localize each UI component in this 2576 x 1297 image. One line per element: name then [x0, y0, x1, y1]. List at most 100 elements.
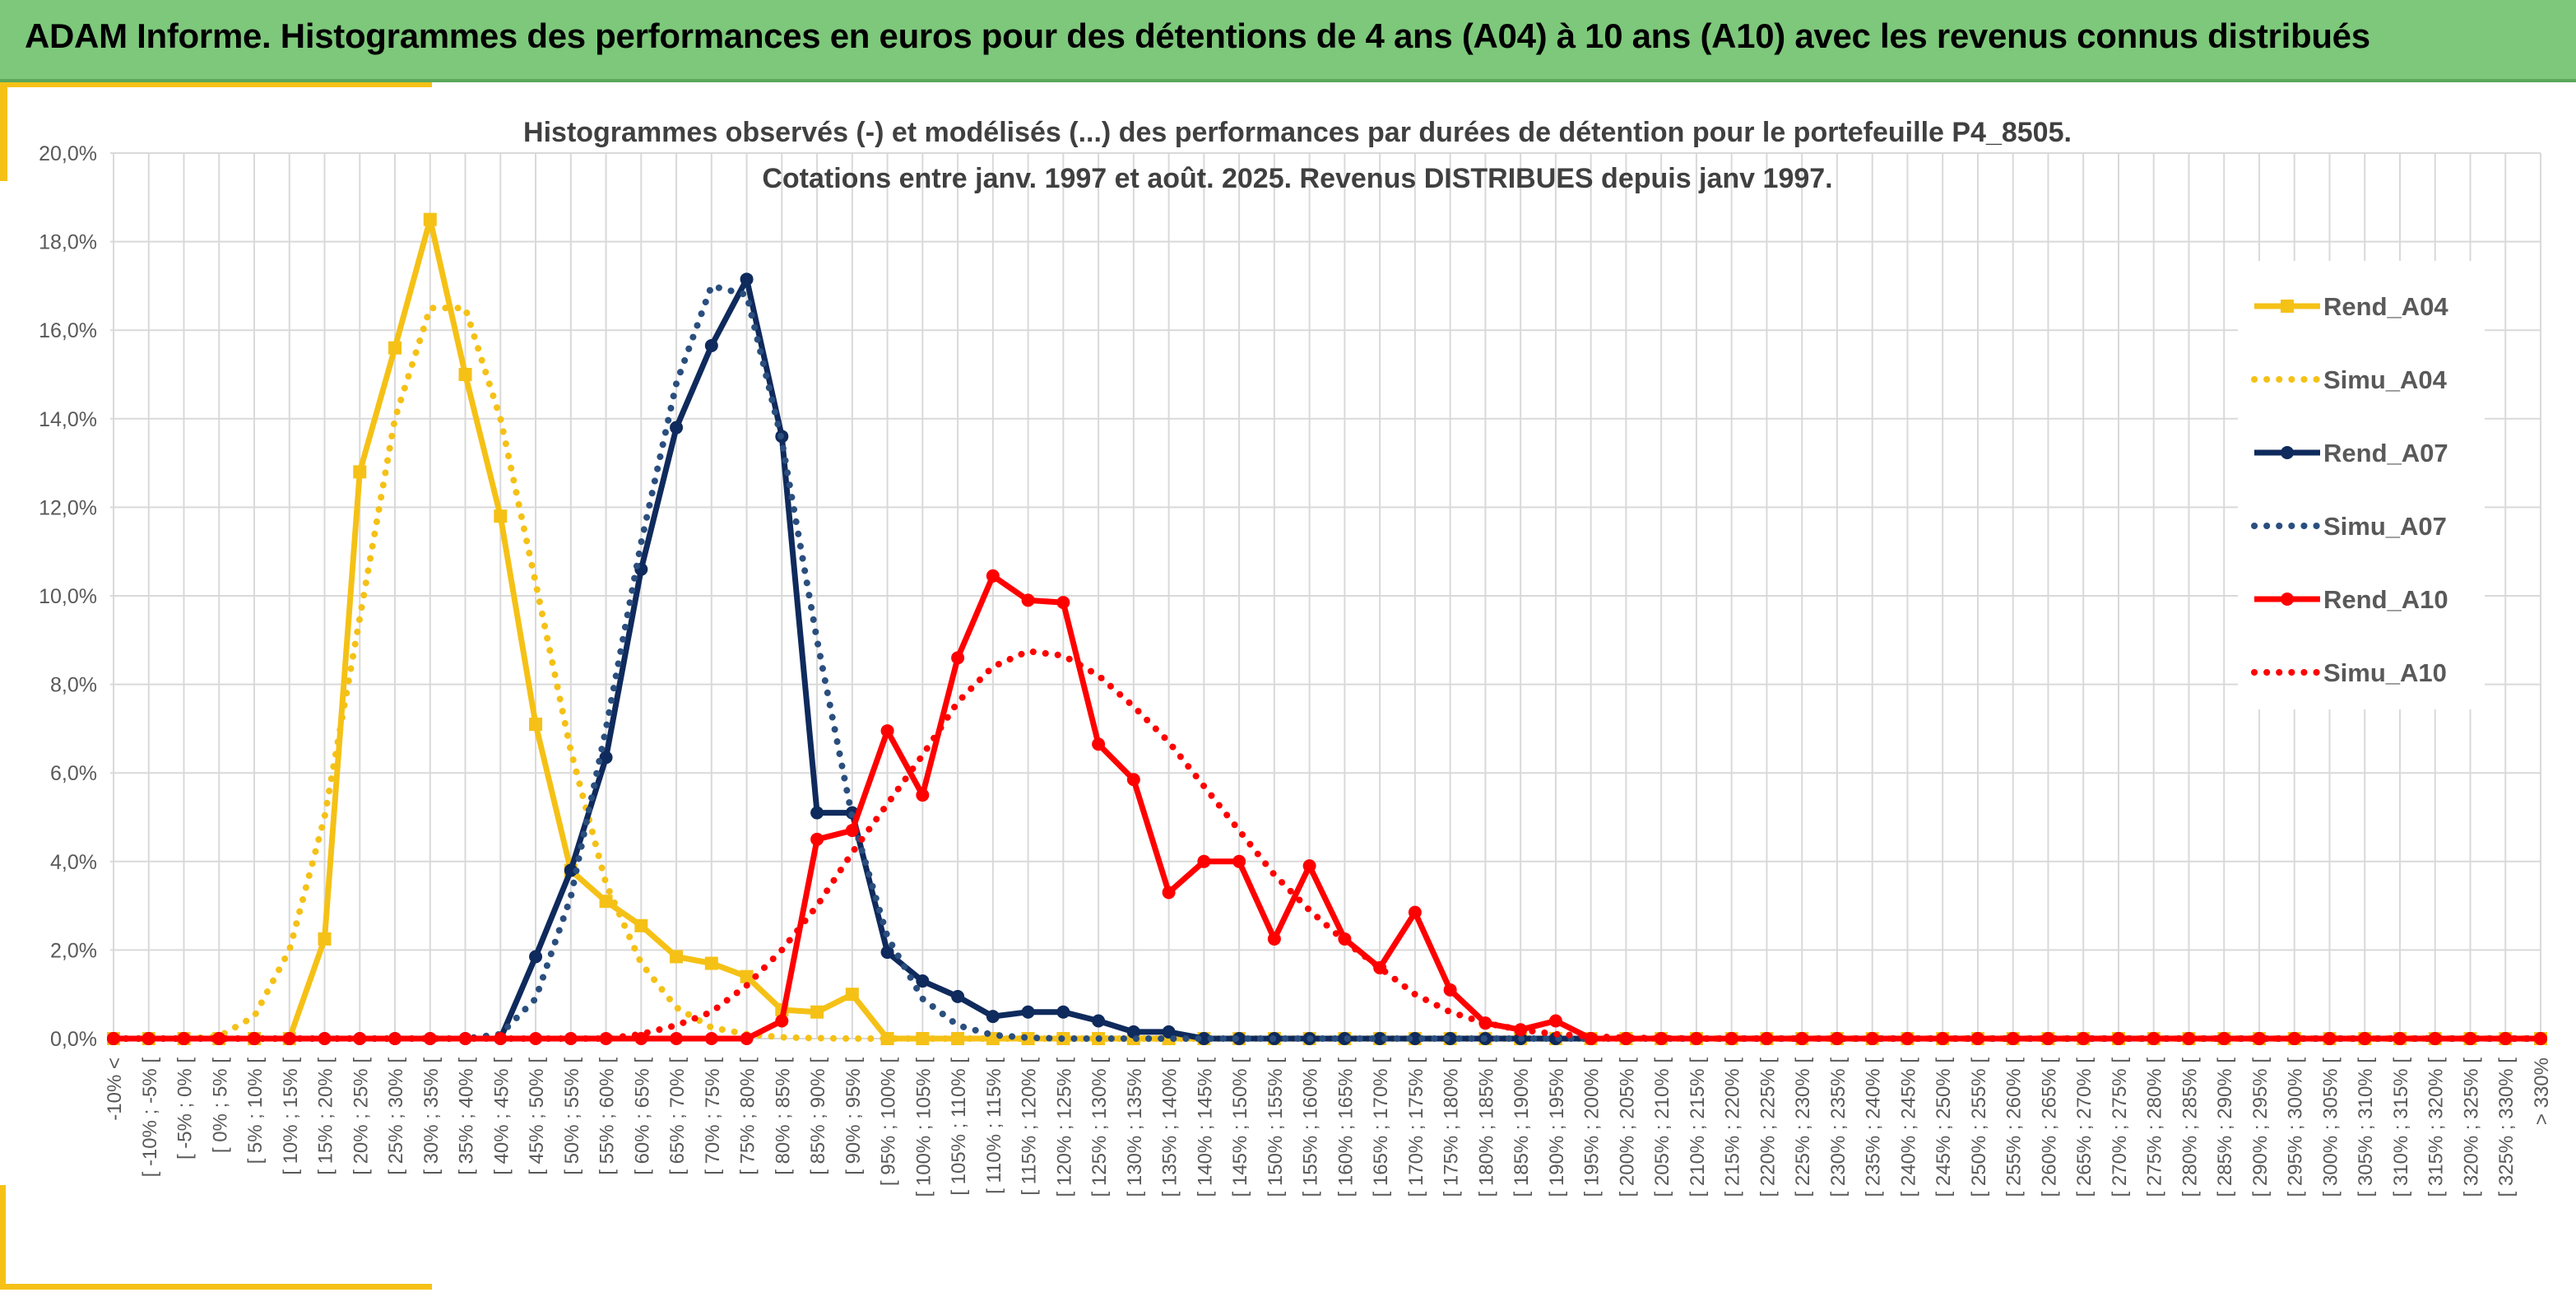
- x-tick-label: [ 100% ; 105% [: [912, 1058, 935, 1197]
- point-Rend_A07: [916, 974, 930, 988]
- x-tick-label: [ -5% ; 0% [: [174, 1058, 197, 1160]
- series-line-Rend_A04: [114, 216, 2541, 1042]
- point-Rend_A07: [704, 339, 718, 353]
- x-tick-label: [ 45% ; 50% [: [526, 1058, 548, 1175]
- point-Rend_A07: [564, 863, 578, 877]
- y-tick-label: 20,0%: [39, 142, 97, 165]
- point-Rend_A04: [353, 465, 367, 479]
- x-tick-label: [ 190% ; 195% [: [1546, 1058, 1568, 1197]
- y-tick-label: 2,0%: [50, 939, 97, 962]
- x-tick-label: [ 110% ; 115% [: [983, 1058, 1005, 1194]
- legend-marker-Rend_A04: [2281, 300, 2294, 313]
- series-line-Simu_A10: [110, 648, 2544, 1042]
- point-Rend_A04: [423, 212, 437, 226]
- series-Rend_A07: [107, 272, 2547, 1045]
- x-tick-label: -10% <: [104, 1058, 126, 1121]
- point-Rend_A07: [1092, 1014, 1106, 1028]
- point-Rend_A10: [1162, 886, 1176, 900]
- point-Rend_A04: [810, 1005, 824, 1019]
- point-Rend_A10: [1126, 773, 1140, 787]
- point-Rend_A04: [494, 509, 508, 523]
- y-tick-label: 6,0%: [50, 762, 97, 785]
- x-tick-label: [ 160% ; 165% [: [1334, 1058, 1357, 1197]
- point-Rend_A10: [670, 1032, 684, 1045]
- y-tick-label: 8,0%: [50, 674, 97, 697]
- chart-title-line2: Cotations entre janv. 1997 et août. 2025…: [762, 163, 1832, 194]
- point-Rend_A10: [1865, 1032, 1879, 1045]
- point-Rend_A10: [212, 1032, 226, 1045]
- point-Rend_A10: [810, 832, 824, 846]
- x-tick-label: [ 115% ; 120% [: [1019, 1058, 1041, 1196]
- point-Rend_A10: [2428, 1032, 2442, 1045]
- point-Rend_A04: [318, 932, 332, 946]
- point-Rend_A07: [986, 1010, 1000, 1024]
- x-tick-label: [ 20% ; 25% [: [350, 1058, 372, 1175]
- x-tick-label: [ 35% ; 40% [: [456, 1058, 478, 1175]
- y-tick-label: 0,0%: [50, 1028, 97, 1051]
- x-tick-label: [ 70% ; 75% [: [702, 1058, 724, 1175]
- x-tick-label: [ 155% ; 160% [: [1300, 1058, 1322, 1197]
- point-Rend_A10: [986, 569, 1000, 583]
- y-tick-label: 4,0%: [50, 851, 97, 874]
- legend-label-Rend_A04: Rend_A04: [2323, 292, 2448, 321]
- point-Rend_A10: [458, 1032, 472, 1045]
- point-Rend_A10: [248, 1032, 262, 1045]
- header-bar: ADAM Informe. Histogrammes des performan…: [0, 0, 2576, 82]
- x-tick-label: [ 165% ; 170% [: [1370, 1058, 1392, 1197]
- point-Rend_A07: [1197, 1032, 1211, 1045]
- point-Rend_A07: [810, 806, 824, 820]
- legend-marker-Rend_A07: [2281, 446, 2294, 459]
- x-tick-label: [ 180% ; 185% [: [1475, 1058, 1497, 1197]
- x-tick-label: [ 50% ; 55% [: [561, 1058, 583, 1175]
- point-Rend_A10: [2499, 1032, 2513, 1045]
- x-tick-label: [ 40% ; 45% [: [490, 1058, 513, 1175]
- point-Rend_A07: [1126, 1025, 1140, 1039]
- x-tick-label: [ 185% ; 190% [: [1511, 1058, 1533, 1197]
- x-tick-label: [ 195% ; 200% [: [1581, 1058, 1604, 1197]
- x-tick-label: [ 95% ; 100% [: [878, 1058, 900, 1186]
- series-line-Simu_A07: [110, 282, 2544, 1042]
- x-tick-label: [ 25% ; 30% [: [385, 1058, 407, 1175]
- x-tick-label: [ 130% ; 135% [: [1124, 1058, 1146, 1197]
- x-tick-label: [ 15% ; 20% [: [315, 1058, 337, 1175]
- point-Rend_A10: [740, 1032, 754, 1045]
- grid: [110, 152, 2541, 1039]
- x-tick-label: [ 260% ; 265% [: [2038, 1058, 2060, 1197]
- point-Rend_A04: [599, 895, 613, 909]
- x-tick-label: [ 310% ; 315% [: [2390, 1058, 2412, 1197]
- series-line-Rend_A10: [114, 573, 2541, 1042]
- y-tick-label: 16,0%: [39, 319, 97, 342]
- point-Rend_A10: [2287, 1032, 2301, 1045]
- x-tick-label: [ 5% ; 10% [: [244, 1058, 267, 1165]
- x-tick-label: [ 230% ; 235% [: [1827, 1058, 1850, 1197]
- point-Rend_A10: [1267, 932, 1281, 946]
- point-Rend_A07: [599, 751, 613, 765]
- x-tick-label: [ 265% ; 270% [: [2073, 1058, 2096, 1197]
- x-tick-label: [ 205% ; 210% [: [1651, 1058, 1673, 1197]
- point-Rend_A07: [740, 272, 754, 286]
- point-Rend_A10: [916, 788, 930, 802]
- point-Rend_A07: [529, 950, 543, 964]
- point-Rend_A10: [2006, 1032, 2020, 1045]
- y-axis-ticks: 0,0% 2,0% 4,0% 6,0% 8,0% 10,0% 12,0% 14,0% 16,0%…: [39, 142, 97, 1051]
- point-Rend_A07: [670, 421, 684, 435]
- point-Rend_A10: [1830, 1032, 1844, 1045]
- point-Rend_A04: [388, 341, 402, 355]
- chart-title-line1: Histogrammes observés (-) et modélisés (…: [523, 117, 2072, 148]
- x-tick-label: [ 90% ; 95% [: [842, 1058, 865, 1175]
- x-tick-label: [ 295% ; 300% [: [2285, 1058, 2307, 1197]
- point-Rend_A07: [880, 946, 894, 960]
- x-tick-label: [ 140% ; 145% [: [1194, 1058, 1216, 1197]
- point-Rend_A07: [1232, 1032, 1246, 1045]
- point-Rend_A07: [1021, 1005, 1035, 1019]
- x-tick-label: [ 30% ; 35% [: [420, 1058, 443, 1175]
- x-tick-label: [ 300% ; 305% [: [2319, 1058, 2342, 1197]
- x-tick-label: [ 255% ; 260% [: [2003, 1058, 2026, 1197]
- point-Rend_A10: [1548, 1014, 1562, 1028]
- point-Rend_A07: [1056, 1005, 1070, 1019]
- x-tick-label: [ 240% ; 245% [: [1897, 1058, 1919, 1197]
- x-tick-label: [ 75% ; 80% [: [737, 1058, 759, 1175]
- x-tick-label: [ 120% ; 125% [: [1053, 1058, 1075, 1197]
- point-Rend_A10: [2463, 1032, 2477, 1045]
- x-tick-label: [ 105% ; 110% [: [948, 1058, 970, 1196]
